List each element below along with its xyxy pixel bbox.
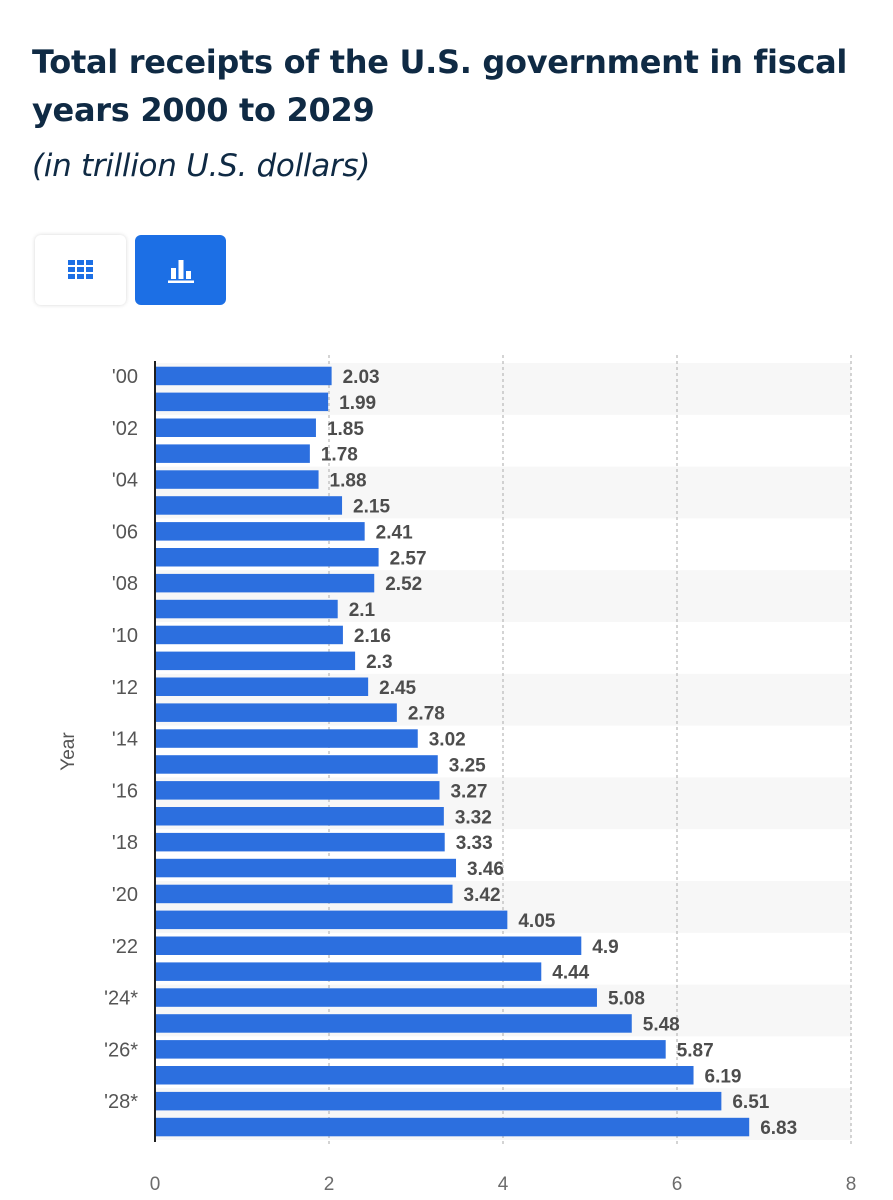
bar-value-label: 2.1	[349, 600, 376, 621]
bar-value-label: 3.42	[464, 885, 501, 906]
bar-chart: 2.03 1.99 1.85 1.78 1.88 2.15 2.41 2.57 2.52 2.1 2…	[58, 355, 857, 1195]
bar[interactable]	[155, 444, 310, 463]
chart-view-button[interactable]	[135, 235, 226, 305]
chart-title: Total receipts of the U.S. government in…	[32, 43, 848, 129]
bar[interactable]	[155, 962, 542, 981]
bar[interactable]	[155, 677, 369, 697]
bar-value-label: 5.48	[643, 1014, 680, 1035]
bar-value-label: 5.08	[608, 989, 645, 1010]
y-category-label: '08	[112, 573, 138, 595]
bar[interactable]	[155, 470, 319, 489]
bar-value-label: 2.45	[379, 678, 416, 699]
bar[interactable]	[155, 1040, 666, 1059]
y-category-label: '24*	[104, 988, 138, 1010]
bar[interactable]	[155, 1014, 632, 1033]
bar[interactable]	[155, 625, 343, 645]
bar-value-label: 3.25	[449, 755, 486, 776]
bar-value-label: 3.27	[450, 781, 487, 802]
bar[interactable]	[155, 548, 379, 567]
y-category-label: '10	[112, 625, 138, 647]
bar-value-label: 2.52	[385, 574, 422, 595]
y-category-label: '28*	[104, 1091, 138, 1113]
y-category-label: '00	[112, 366, 138, 388]
grid-table-icon	[67, 260, 93, 279]
y-category-label: '14	[112, 729, 138, 751]
bar-value-label: 4.44	[552, 963, 589, 984]
chart-bars	[155, 366, 750, 1137]
bar[interactable]	[155, 573, 375, 593]
bar-value-label: 2.3	[366, 652, 392, 673]
bar[interactable]	[155, 910, 508, 930]
bar[interactable]	[155, 651, 356, 671]
bar-value-label: 4.05	[518, 911, 555, 932]
bar-value-label: 4.9	[592, 937, 618, 958]
bar[interactable]	[155, 496, 343, 515]
bar[interactable]	[155, 392, 329, 412]
y-category-label: '22	[112, 936, 138, 958]
x-tick-label: 6	[672, 1174, 683, 1195]
y-category-label: '02	[112, 418, 138, 440]
bar[interactable]	[155, 1117, 750, 1137]
bar-value-label: 2.03	[343, 367, 380, 388]
bar[interactable]	[155, 1066, 694, 1085]
table-view-button[interactable]	[35, 235, 126, 305]
bar-value-label: 2.78	[408, 704, 445, 725]
y-category-label: '26*	[104, 1039, 138, 1061]
bar-value-label: 3.02	[429, 730, 466, 751]
bar-value-label: 6.19	[705, 1066, 742, 1087]
y-category-label: '12	[112, 677, 138, 699]
y-category-label: '18	[112, 832, 138, 854]
bar[interactable]	[155, 729, 418, 748]
y-axis-title: Year	[58, 732, 79, 771]
bar[interactable]	[155, 755, 438, 774]
bar-value-label: 2.57	[390, 548, 427, 569]
bar[interactable]	[155, 1091, 722, 1111]
bar[interactable]	[155, 418, 316, 438]
bar[interactable]	[155, 858, 457, 878]
x-tick-label: 4	[498, 1174, 509, 1195]
bar-value-label: 6.51	[732, 1092, 769, 1113]
bar-value-label: 3.33	[456, 833, 493, 854]
y-category-label: '04	[112, 470, 138, 492]
bar-value-label: 3.32	[455, 807, 492, 828]
bar-value-label: 3.46	[467, 859, 504, 880]
bar[interactable]	[155, 884, 453, 904]
bar[interactable]	[155, 599, 338, 619]
bar-value-label: 6.83	[760, 1118, 797, 1139]
chart-x-tick-labels: 0 2 4 6 8	[150, 1174, 857, 1195]
bar-value-label: 2.16	[354, 626, 391, 647]
chart-value-labels: 2.03 1.99 1.85 1.78 1.88 2.15 2.41 2.57 2.52 2.1 2…	[321, 367, 797, 1139]
bar-value-label: 1.85	[327, 419, 364, 440]
y-category-label: '06	[112, 521, 138, 543]
bar-value-label: 1.88	[330, 471, 367, 492]
x-tick-label: 2	[324, 1174, 335, 1195]
bar[interactable]	[155, 703, 397, 722]
bar[interactable]	[155, 832, 445, 852]
bar-value-label: 1.78	[321, 445, 358, 466]
bar[interactable]	[155, 366, 332, 386]
chart-subtitle: (in trillion U.S. dollars)	[32, 148, 371, 184]
bar[interactable]	[155, 522, 365, 541]
bar[interactable]	[155, 988, 597, 1007]
x-tick-label: 8	[846, 1174, 857, 1195]
bar[interactable]	[155, 807, 444, 826]
y-category-label: '16	[112, 780, 138, 802]
bar-chart-icon	[167, 260, 194, 283]
bar-value-label: 5.87	[677, 1040, 714, 1061]
x-tick-label: 0	[150, 1174, 161, 1195]
bar-value-label: 2.15	[353, 496, 390, 517]
bar-value-label: 1.99	[339, 393, 376, 414]
bar[interactable]	[155, 936, 582, 956]
bar-value-label: 2.41	[376, 522, 413, 543]
y-category-label: '20	[112, 884, 138, 906]
chart-category-labels: '00 '02 '04 '06 '08 '10 '12 '14 '16 '18 '20 '22 '24*…	[104, 366, 138, 1113]
bar[interactable]	[155, 781, 440, 800]
